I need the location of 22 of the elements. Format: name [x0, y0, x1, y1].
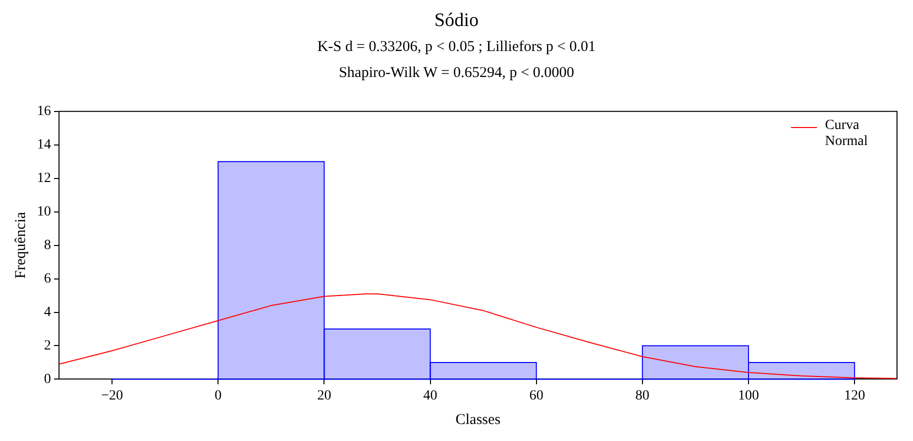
x-axis-title: Classes [456, 412, 501, 428]
y-tick-label: 4 [44, 304, 51, 320]
x-tick-label: 100 [738, 388, 759, 404]
x-tick-label: −20 [101, 388, 123, 404]
y-tick-label: 10 [37, 204, 51, 220]
y-tick-label: 6 [44, 271, 51, 286]
chart-title: Sódio [433, 9, 480, 33]
y-axis-title: Frequência [12, 212, 29, 279]
legend-label: Curva Normal [825, 118, 869, 150]
y-tick-label: 2 [44, 338, 51, 354]
x-tick-label: 120 [844, 388, 866, 404]
x-tick-label: 60 [529, 388, 544, 404]
y-tick-label: 12 [37, 171, 51, 186]
x-tick-label: 80 [635, 388, 650, 404]
chart-subtitle: K-S d = 0.33206, p < 0.05 ; Lilliefors p < 0.01 Shapiro-Wilk W = 0.65294, p < 0.0000 [316, 38, 597, 83]
x-tick-label: 20 [317, 388, 332, 404]
y-tick-label: 16 [37, 104, 51, 120]
y-tick-label: 0 [44, 372, 51, 387]
y-tick-label: 8 [44, 238, 51, 253]
x-tick-label: 40 [423, 388, 438, 404]
y-tick-label: 14 [37, 138, 51, 153]
x-tick-label: 0 [214, 388, 222, 404]
